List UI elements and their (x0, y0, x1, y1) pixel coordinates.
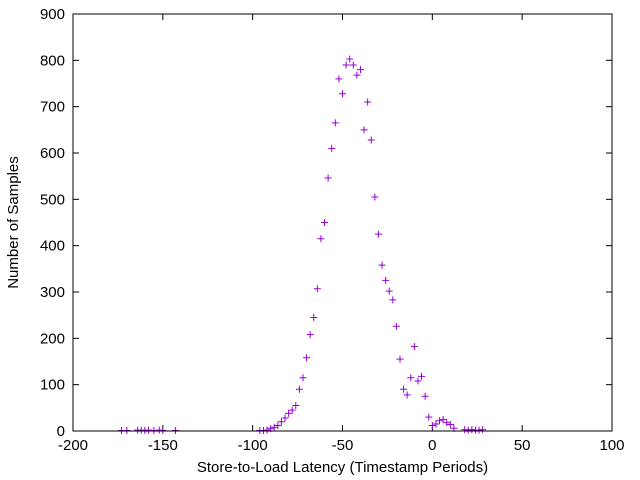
data-point (389, 296, 397, 304)
data-point (392, 322, 400, 330)
data-point (295, 385, 303, 393)
data-point (360, 126, 368, 134)
data-point (382, 276, 390, 284)
data-point (328, 144, 336, 152)
data-point (313, 285, 321, 293)
data-point (421, 392, 429, 400)
y-tick-label: 300 (40, 284, 65, 301)
data-point (339, 90, 346, 98)
data-point (367, 136, 375, 144)
data-point (277, 418, 285, 426)
data-point (310, 313, 318, 321)
data-point (306, 331, 314, 339)
data-point (439, 415, 447, 423)
x-tick-label: 0 (428, 437, 436, 454)
data-point (288, 406, 296, 414)
data-point (263, 426, 271, 434)
data-point (353, 71, 361, 79)
data-point (436, 417, 444, 425)
y-tick-label: 900 (40, 6, 65, 23)
data-point (446, 421, 454, 429)
data-point (443, 419, 451, 427)
tick-labels: -200 -150 -100 -50 0 50 100 0 100 200 300 400 500 600… (40, 6, 625, 454)
y-tick-label: 600 (40, 145, 65, 162)
x-tick-label: 100 (599, 437, 624, 454)
y-tick-label: 0 (57, 423, 65, 440)
data-point (407, 374, 415, 382)
data-point (299, 374, 307, 382)
data-point (403, 391, 411, 399)
data-point (418, 372, 426, 380)
y-tick-label: 800 (40, 52, 65, 69)
data-point (410, 343, 418, 351)
data-point (371, 193, 379, 201)
data-point (378, 261, 386, 269)
data-point (414, 377, 422, 385)
data-points (118, 55, 487, 435)
data-point (479, 426, 487, 434)
data-point (303, 354, 311, 362)
y-axis-label: Number of Samples (5, 156, 22, 289)
plot-frame (72, 13, 613, 432)
data-point (335, 75, 343, 83)
x-tick-label: -50 (332, 437, 354, 454)
data-point (400, 385, 408, 393)
x-tick-label: -150 (148, 437, 178, 454)
data-point (374, 230, 382, 238)
data-point (281, 414, 289, 422)
data-point (270, 423, 278, 431)
data-point (292, 402, 300, 410)
x-tick-label: -100 (238, 437, 268, 454)
x-tick-label: 50 (514, 437, 531, 454)
data-point (385, 287, 393, 295)
data-point (346, 55, 354, 63)
data-point (425, 413, 433, 421)
data-point (356, 66, 364, 74)
x-tick-label: -200 (58, 437, 88, 454)
data-point (324, 174, 332, 182)
y-tick-label: 200 (40, 330, 65, 347)
data-point (321, 219, 329, 226)
data-point (317, 235, 325, 243)
data-point (331, 119, 339, 127)
data-point (364, 98, 372, 106)
data-point (428, 421, 436, 429)
x-axis-label: Store-to-Load Latency (Timestamp Periods… (197, 459, 488, 476)
data-point (349, 61, 357, 69)
y-tick-label: 500 (40, 191, 65, 208)
y-tick-label: 400 (40, 238, 65, 255)
data-point (432, 420, 440, 428)
data-point (396, 355, 404, 363)
y-tick-label: 700 (40, 99, 65, 116)
y-tick-label: 100 (40, 377, 65, 394)
data-point (274, 421, 282, 429)
data-point (342, 61, 350, 69)
data-point (285, 409, 293, 417)
